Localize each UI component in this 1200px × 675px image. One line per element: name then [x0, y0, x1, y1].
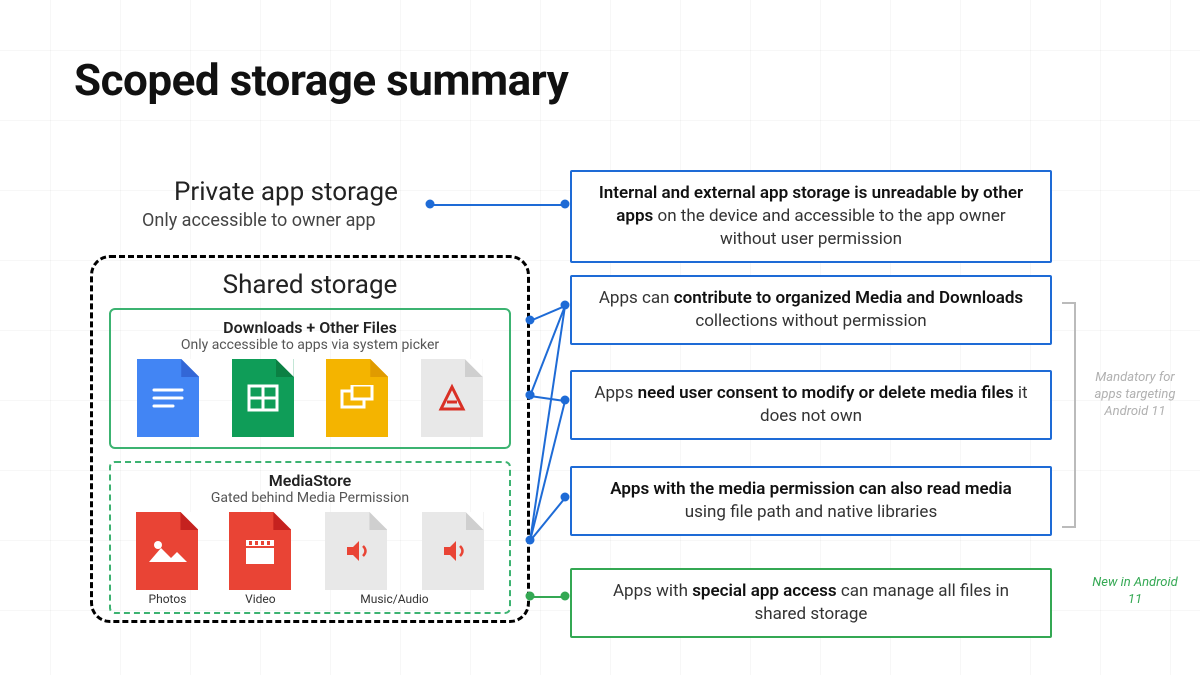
- connector-dot: [561, 493, 570, 502]
- audio-file-icon-2: [422, 512, 484, 590]
- callout-2: Apps can contribute to organized Media a…: [570, 275, 1052, 345]
- mediastore-icon-row: Photos Video Music/Audio: [121, 512, 499, 606]
- music-icon-col-2: [422, 512, 484, 606]
- photos-file-icon: [136, 512, 198, 590]
- mediastore-subtitle: Gated behind Media Permission: [121, 490, 499, 506]
- connector-dot: [561, 200, 570, 209]
- sheets-file-icon: [232, 359, 294, 437]
- downloads-box: Downloads + Other Files Only accessible …: [109, 308, 511, 449]
- pdf-file-icon: [421, 359, 483, 437]
- shared-storage-container: Shared storage Downloads + Other Files O…: [90, 255, 530, 623]
- photos-label: Photos: [149, 592, 187, 606]
- mediastore-title: MediaStore: [121, 471, 499, 490]
- private-storage-heading: Private app storage: [174, 177, 398, 207]
- private-storage-subtitle: Only accessible to owner app: [142, 210, 376, 231]
- mediastore-box: MediaStore Gated behind Media Permission…: [109, 461, 511, 614]
- sidenote-new: New in Android 11: [1090, 575, 1180, 609]
- music-label: Music/Audio: [360, 592, 428, 606]
- mandatory-bracket: [1062, 302, 1076, 528]
- callout-3: Apps need user consent to modify or dele…: [570, 370, 1052, 440]
- video-icon-col: Video: [229, 512, 291, 606]
- sidenote-mandatory: Mandatory for apps targeting Android 11: [1090, 370, 1180, 421]
- connector-line: [430, 204, 565, 206]
- music-icon-col-1: Music/Audio: [322, 512, 390, 606]
- video-file-icon: [229, 512, 291, 590]
- connector-dot: [561, 592, 570, 601]
- page-title: Scoped storage summary: [74, 54, 568, 106]
- audio-file-icon-1: [325, 512, 387, 590]
- slides-file-icon: [326, 359, 388, 437]
- downloads-title: Downloads + Other Files: [121, 318, 499, 337]
- callout-4: Apps with the media permission can also …: [570, 466, 1052, 536]
- docs-file-icon: [137, 359, 199, 437]
- photos-icon-col: Photos: [136, 512, 198, 606]
- callout-5: Apps with special app access can manage …: [570, 568, 1052, 638]
- callout-1: Internal and external app storage is unr…: [570, 170, 1052, 263]
- downloads-subtitle: Only accessible to apps via system picke…: [121, 337, 499, 353]
- downloads-icon-row: [121, 359, 499, 437]
- video-label: Video: [245, 592, 276, 606]
- shared-storage-heading: Shared storage: [109, 270, 511, 300]
